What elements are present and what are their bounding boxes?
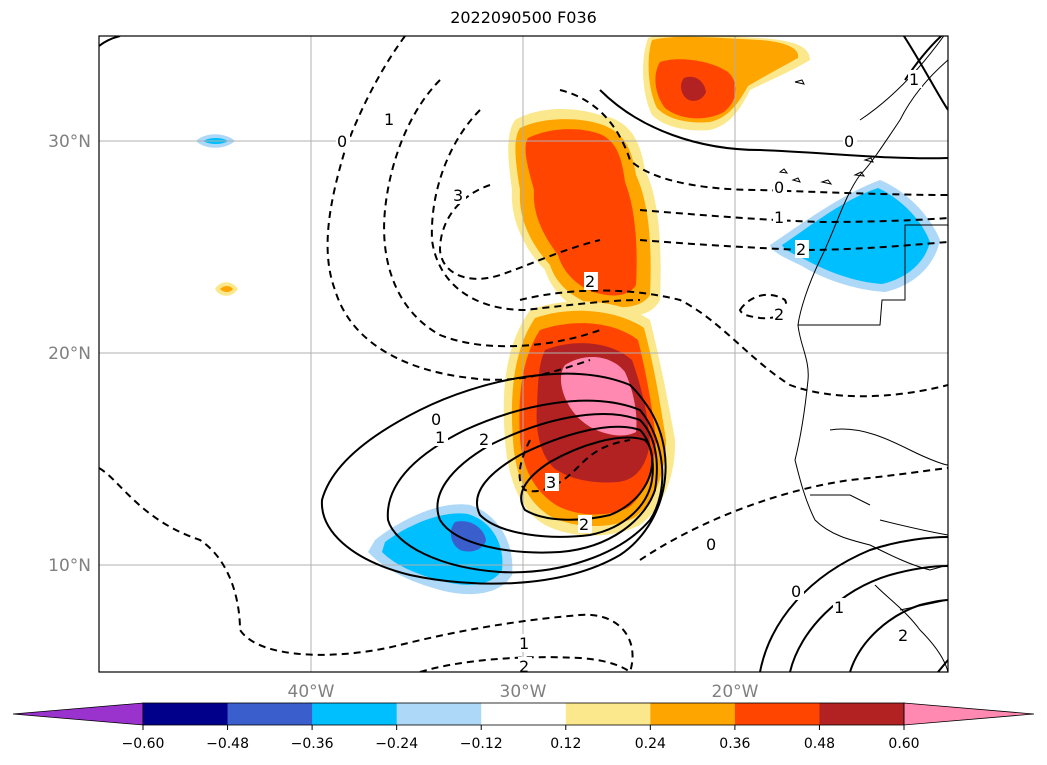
- lon-label-40w: 40°W: [288, 682, 335, 702]
- colorbar-cell: [650, 703, 736, 725]
- colorbar: −0.60 −0.48 −0.36 −0.24 −0.12 0.12 0.24 0.36 0.4…: [12, 702, 1035, 752]
- colorbar-cell: [565, 703, 651, 725]
- map-title: 2022090500 F036: [450, 8, 597, 27]
- colorbar-tick-label: 0.48: [804, 736, 835, 752]
- shade-pos-7: [681, 76, 706, 101]
- colorbar-tick-label: −0.24: [375, 736, 418, 752]
- contour-labels: 0 1 2 3 0 0 1 2 1 0 1 1 1 0 3 2 2 2 2 0 …: [336, 70, 922, 676]
- contour-label: 3: [453, 186, 463, 205]
- shade-pos-3: [525, 129, 637, 296]
- colorbar-tick-label: 0.36: [719, 736, 750, 752]
- colorbar-cell: [312, 703, 398, 725]
- colorbar-cells: [143, 703, 905, 725]
- solid-contours: [99, 36, 948, 672]
- colorbar-cell: [227, 703, 313, 725]
- contour-label: 2: [519, 657, 529, 676]
- contour-label: 2: [585, 272, 595, 291]
- grid-lines: [99, 36, 948, 672]
- lat-label-30n: 30°N: [48, 132, 91, 152]
- colorbar-cell: [396, 703, 482, 725]
- contour-label: 0: [844, 132, 854, 151]
- colorbar-cell: [143, 703, 229, 725]
- contour-label: 1: [909, 70, 919, 89]
- contour-label: 2: [898, 626, 908, 645]
- lat-label-20n: 20°N: [48, 344, 91, 364]
- plot-border: [98, 35, 949, 673]
- lon-label-20w: 20°W: [712, 682, 759, 702]
- colorbar-tick-label: 0.12: [550, 736, 581, 752]
- contour-label: 0: [337, 132, 347, 151]
- colorbar-extend-low: [12, 702, 144, 726]
- colorbar-tick-label: −0.36: [291, 736, 334, 752]
- colorbar-tick-label: 0.60: [888, 736, 919, 752]
- contour-label: 2: [774, 305, 784, 324]
- colorbar-tick-label: −0.48: [206, 736, 249, 752]
- colorbar-tick-label: −0.12: [460, 736, 503, 752]
- colorbar-tick-label: 0.24: [635, 736, 666, 752]
- contour-label: 0: [706, 535, 716, 554]
- contour-label: 3: [546, 473, 556, 492]
- contour-label: 2: [796, 240, 806, 259]
- colorbar-extend-high: [903, 702, 1035, 726]
- colorbar-frame: [142, 702, 905, 726]
- lat-label-10n: 10°N: [48, 556, 91, 576]
- contour-label: 0: [431, 410, 441, 429]
- colorbar-cell: [819, 703, 905, 725]
- shade-neg-5: [782, 188, 930, 284]
- contour-label: 1: [435, 428, 445, 447]
- shade-pos-14: [220, 286, 233, 292]
- dashed-contours: [99, 36, 948, 672]
- colorbar-cell: [481, 703, 567, 725]
- contour-label: 1: [774, 208, 784, 227]
- contour-label: 1: [384, 110, 394, 129]
- colorbar-cell: [734, 703, 820, 725]
- lon-label-30w: 30°W: [500, 682, 547, 702]
- contour-label: 1: [834, 598, 844, 617]
- colorbar-tick-label: −0.60: [122, 736, 165, 752]
- contour-label: 2: [479, 430, 489, 449]
- contour-label: 0: [774, 178, 784, 197]
- contour-label: 2: [579, 515, 589, 534]
- colorbar-ticks: −0.60 −0.48 −0.36 −0.24 −0.12 0.12 0.24 0.36 0.4…: [122, 725, 920, 752]
- contour-label: 0: [791, 582, 801, 601]
- contour-label: 1: [519, 634, 529, 653]
